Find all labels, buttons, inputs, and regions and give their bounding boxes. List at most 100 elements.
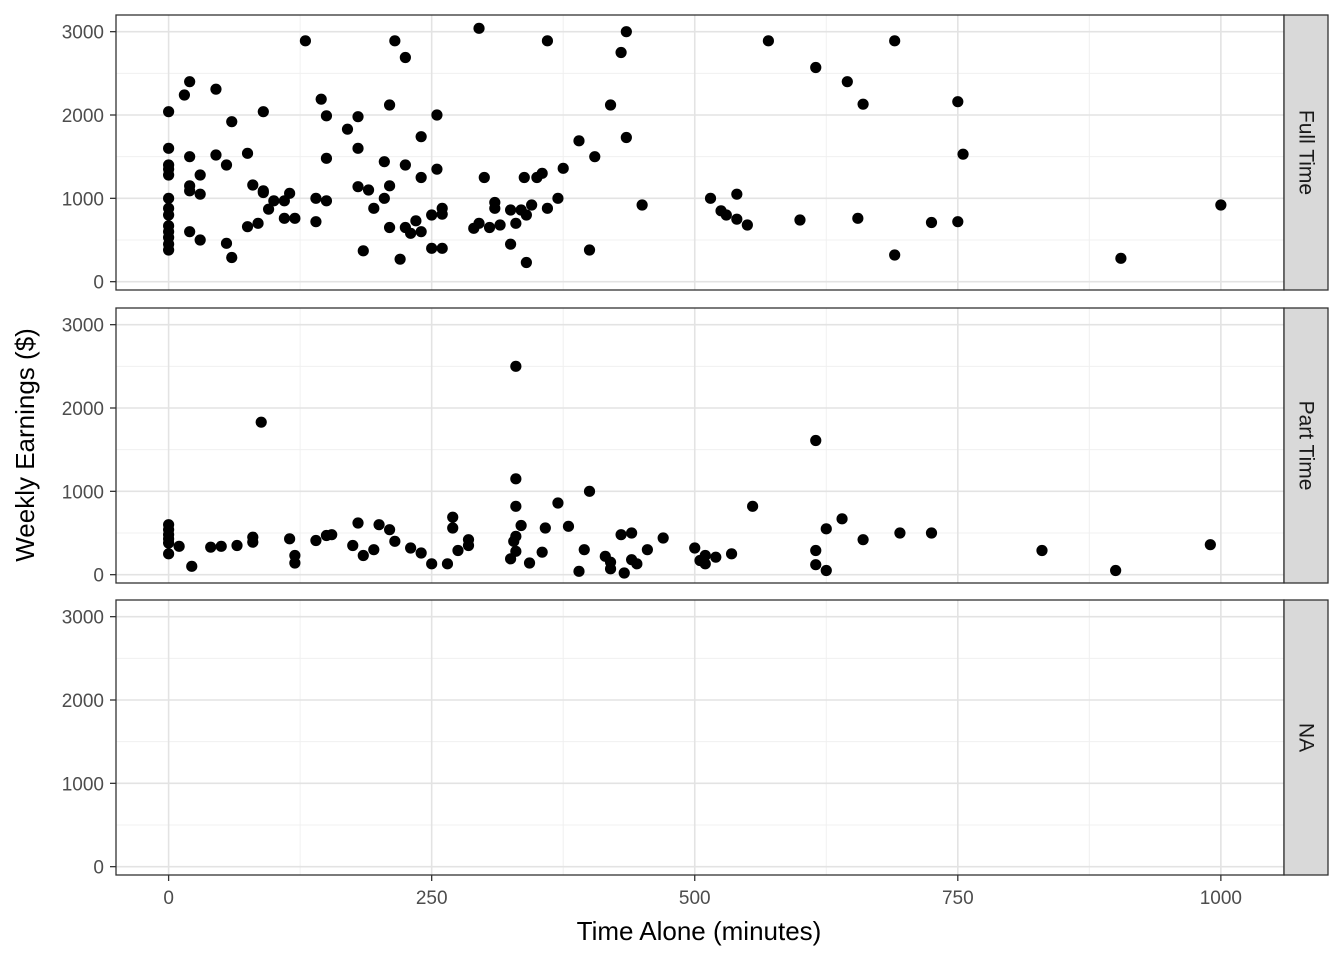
data-point	[262, 203, 275, 215]
y-tick-label: 1000	[62, 774, 104, 795]
data-point	[352, 181, 364, 193]
data-point	[284, 187, 296, 199]
data-point	[520, 256, 532, 269]
data-point	[426, 558, 438, 570]
data-point	[186, 560, 198, 572]
data-point	[689, 542, 701, 554]
data-point	[657, 532, 669, 544]
data-point	[268, 195, 280, 207]
x-tick-label: 1000	[1200, 888, 1242, 909]
data-point	[205, 541, 217, 553]
data-point	[952, 216, 964, 228]
data-point	[1215, 199, 1227, 211]
y-tick-label: 2000	[62, 399, 104, 420]
data-point	[252, 217, 264, 229]
data-point	[289, 557, 301, 569]
data-point	[504, 238, 517, 250]
data-point	[362, 184, 375, 196]
y-tick-label: 0	[93, 566, 104, 587]
data-point	[952, 96, 964, 108]
data-point	[163, 106, 175, 118]
data-point	[241, 147, 254, 159]
data-point	[326, 529, 338, 541]
x-tick-label: 750	[942, 888, 974, 909]
data-point	[462, 539, 475, 552]
data-point	[518, 171, 530, 184]
y-axis-title: Weekly Earnings ($)	[10, 328, 40, 562]
data-point	[852, 212, 864, 224]
data-point	[925, 527, 938, 539]
data-point	[731, 188, 743, 200]
data-point	[431, 109, 443, 121]
facet-panel-3: 0 1000 2000 3000 NA	[62, 599, 1329, 879]
data-point	[810, 559, 822, 571]
y-tick-label: 0	[93, 273, 104, 294]
data-point	[615, 46, 627, 59]
data-point	[1115, 252, 1127, 264]
facet-strip	[1283, 599, 1329, 876]
data-point	[510, 500, 522, 512]
data-point	[699, 558, 711, 570]
x-tick-label: 0	[163, 888, 174, 909]
data-point	[710, 551, 722, 563]
data-point	[378, 156, 390, 168]
data-point	[523, 557, 536, 569]
data-point	[257, 106, 269, 118]
data-point	[383, 99, 396, 111]
data-point	[483, 221, 496, 234]
y-tick-label: 1000	[62, 482, 104, 503]
y-tick-label: 1000	[62, 189, 104, 210]
data-point	[378, 192, 390, 204]
data-point	[389, 35, 401, 47]
x-tick-label: 250	[416, 888, 448, 909]
data-point	[889, 249, 901, 261]
data-point	[320, 152, 333, 164]
data-point	[210, 83, 222, 95]
facet-strip-label: NA	[1295, 723, 1318, 752]
data-point	[184, 76, 196, 88]
data-point	[447, 511, 459, 523]
data-point	[889, 35, 901, 47]
data-point	[504, 204, 517, 216]
data-point	[1204, 539, 1216, 551]
data-point	[278, 212, 290, 224]
facet-panel-1: 0 1000 2000 3000 Full Time	[62, 14, 1329, 294]
data-point	[704, 192, 717, 204]
data-point	[310, 192, 322, 204]
data-point	[284, 533, 296, 545]
data-point	[641, 544, 653, 556]
data-point	[762, 35, 774, 47]
facet-strip	[1283, 307, 1329, 584]
data-point	[368, 202, 380, 214]
data-point	[347, 539, 359, 552]
data-point	[210, 149, 222, 161]
data-point	[473, 217, 485, 229]
data-point	[526, 199, 538, 211]
y-tick-label: 0	[93, 858, 104, 879]
data-point	[194, 188, 206, 200]
data-point	[405, 227, 417, 239]
data-point	[552, 192, 564, 204]
data-point	[341, 123, 354, 135]
data-point	[255, 416, 267, 428]
data-point	[631, 558, 643, 570]
data-point	[405, 542, 417, 554]
facet-strip-label: Part Time	[1295, 401, 1318, 491]
data-point	[820, 564, 832, 577]
data-point	[841, 76, 853, 88]
data-point	[383, 524, 396, 536]
data-point	[394, 253, 406, 265]
data-point	[925, 216, 938, 229]
data-point	[415, 547, 427, 559]
data-point	[536, 546, 548, 558]
y-tick-label: 3000	[62, 316, 104, 337]
data-point	[231, 539, 243, 552]
data-point	[636, 199, 648, 211]
data-point	[163, 244, 175, 256]
data-point	[241, 221, 254, 233]
y-tick-label: 3000	[62, 608, 104, 629]
data-point	[184, 185, 196, 197]
data-point	[163, 192, 175, 204]
data-point	[836, 513, 848, 525]
